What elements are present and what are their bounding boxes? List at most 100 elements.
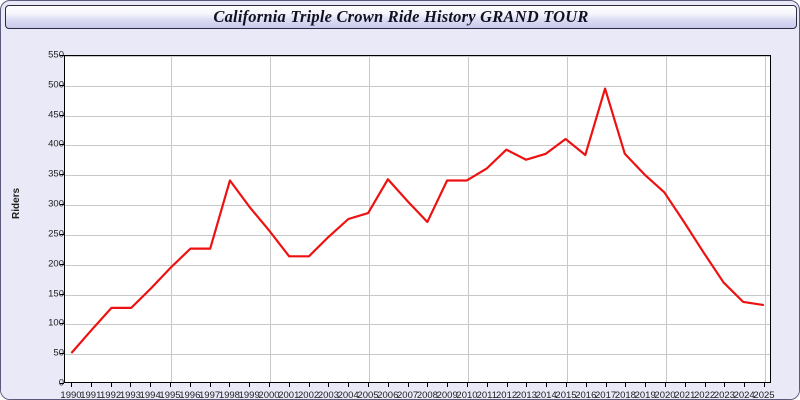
gridline-horizontal: [65, 205, 770, 206]
x-axis-tick-mark: [368, 383, 369, 387]
x-axis-tick-label: 1990: [60, 390, 82, 400]
x-axis-tick-mark: [566, 383, 567, 387]
gridline-horizontal: [65, 354, 770, 355]
gridline-horizontal: [65, 56, 770, 57]
x-axis-tick-mark: [447, 383, 449, 387]
y-axis-tick-label: 150: [48, 288, 64, 300]
x-axis-tick-mark: [288, 383, 290, 387]
gridline-horizontal: [65, 86, 770, 87]
x-axis-tick-mark: [427, 383, 429, 387]
x-axis-tick-label: 2009: [436, 390, 458, 400]
y-axis-tick-label: 550: [48, 49, 64, 61]
page-title: California Triple Crown Ride History GRA…: [213, 7, 589, 26]
x-axis-tick-mark: [585, 383, 587, 387]
x-axis-tick-mark: [249, 383, 251, 387]
x-axis-tick-mark: [526, 383, 528, 387]
x-axis-tick-label: 1994: [139, 390, 161, 400]
y-axis-tick-mark: [60, 55, 64, 56]
x-axis-tick-label: 1997: [199, 390, 221, 400]
x-axis-tick-label: 2010: [456, 390, 478, 400]
x-axis-tick-mark: [665, 383, 666, 387]
x-axis-tick-mark: [71, 383, 72, 387]
gridline-horizontal: [65, 295, 770, 296]
x-axis-tick-mark: [486, 383, 488, 387]
y-axis-tick-mark: [60, 114, 64, 116]
x-axis-tick-label: 2017: [595, 390, 617, 400]
x-axis-tick-label: 2022: [694, 390, 716, 400]
x-axis-tick-mark: [209, 383, 211, 387]
x-axis-tick-label: 2003: [317, 390, 339, 400]
x-axis-tick-label: 2023: [713, 390, 735, 400]
x-axis-tick-label: 1993: [119, 390, 141, 400]
plot-area: [64, 55, 771, 383]
y-axis-tick-mark: [60, 204, 64, 206]
y-axis-tick-mark: [60, 174, 64, 176]
x-axis-tick-mark: [90, 383, 92, 387]
x-axis-tick-label: 2001: [278, 390, 300, 400]
x-axis-tick-mark: [150, 383, 152, 387]
y-axis-tick-label: 300: [48, 198, 64, 210]
y-axis-tick-mark: [60, 84, 64, 86]
gridline-vertical: [270, 56, 271, 382]
x-axis-tick-mark: [189, 383, 191, 387]
x-axis-tick-mark: [130, 383, 132, 387]
y-axis-tick-mark: [60, 323, 64, 325]
x-axis-tick-mark: [684, 383, 686, 387]
y-axis-tick-mark: [60, 233, 64, 235]
gridline-vertical: [369, 56, 370, 382]
y-axis-tick-mark: [60, 353, 64, 355]
line-series-riders: [70, 87, 765, 354]
series-polyline: [70, 87, 765, 354]
x-axis-tick-mark: [625, 383, 627, 387]
x-axis-tick-mark: [605, 383, 607, 387]
x-axis-tick-label: 2014: [535, 390, 557, 400]
x-axis-tick-label: 2007: [397, 390, 419, 400]
y-axis-tick-label: 250: [48, 228, 64, 240]
y-axis-tick-label: 50: [53, 347, 64, 359]
x-axis-tick-mark: [546, 383, 548, 387]
x-axis-tick-label: 1995: [159, 390, 181, 400]
x-axis-tick-label: 1999: [238, 390, 260, 400]
x-axis-tick-mark: [467, 383, 468, 387]
gridline-vertical: [666, 56, 667, 382]
x-axis-tick-mark: [407, 383, 409, 387]
x-axis-tick-mark: [724, 383, 726, 387]
y-axis-tick-mark: [60, 293, 64, 295]
x-axis-tick-label: 2012: [496, 390, 518, 400]
x-axis-tick-mark: [764, 383, 765, 387]
gridline-horizontal: [65, 265, 770, 266]
y-axis-tick-label: 500: [48, 79, 64, 91]
x-axis-tick-mark: [645, 383, 647, 387]
x-axis-tick-label: 2005: [357, 390, 379, 400]
x-axis-tick-mark: [308, 383, 310, 387]
gridline-vertical: [468, 56, 469, 382]
x-axis-tick-label: 2004: [337, 390, 359, 400]
x-axis-tick-label: 1992: [100, 390, 122, 400]
y-axis-tick-label: 100: [48, 317, 64, 329]
x-axis-tick-label: 2006: [377, 390, 399, 400]
gridline-horizontal: [65, 235, 770, 236]
x-axis-tick-label: 2011: [476, 390, 498, 400]
x-axis-tick-label: 2024: [733, 390, 755, 400]
x-axis-tick-label: 2015: [555, 390, 577, 400]
x-axis-tick-label: 2019: [634, 390, 656, 400]
x-axis-tick-mark: [506, 383, 508, 387]
y-axis-tick-label: 400: [48, 138, 64, 150]
x-axis-tick-mark: [170, 383, 171, 387]
y-axis-tick-label: 200: [48, 258, 64, 270]
x-axis-tick-mark: [704, 383, 706, 387]
x-axis-tick-label: 2021: [674, 390, 696, 400]
y-axis-title: Riders: [11, 187, 22, 219]
x-axis-tick-mark: [744, 383, 746, 387]
x-axis-tick-label: 2013: [515, 390, 537, 400]
x-axis-tick-label: 2002: [298, 390, 320, 400]
x-axis-tick-label: 2020: [654, 390, 676, 400]
gridline-horizontal: [65, 116, 770, 117]
y-axis-tick-mark: [60, 383, 64, 384]
x-axis-tick-mark: [110, 383, 112, 387]
x-axis-tick-label: 2008: [416, 390, 438, 400]
x-axis-tick-label: 2018: [614, 390, 636, 400]
gridline-vertical: [171, 56, 172, 382]
gridline-horizontal: [65, 145, 770, 146]
chart-panel: Riders 0 50 100 150 200 250 300 350 400 450 500 550…: [1, 31, 799, 400]
